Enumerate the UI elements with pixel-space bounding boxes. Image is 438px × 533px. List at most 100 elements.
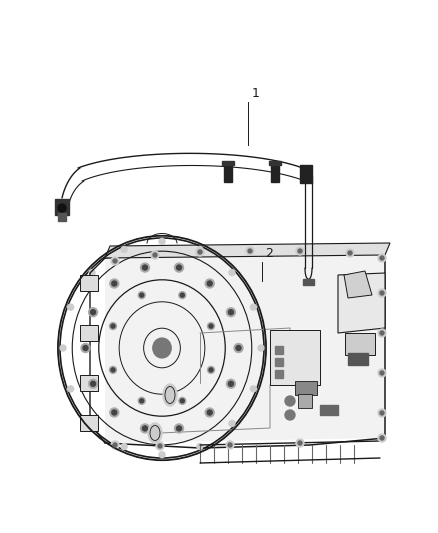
Bar <box>222 161 234 165</box>
Circle shape <box>234 343 243 352</box>
Circle shape <box>258 345 264 351</box>
Circle shape <box>197 443 203 449</box>
Circle shape <box>226 308 235 317</box>
Circle shape <box>226 379 235 389</box>
Circle shape <box>251 304 256 310</box>
Circle shape <box>153 253 157 257</box>
Circle shape <box>111 368 115 372</box>
Circle shape <box>113 259 117 263</box>
Bar <box>345 333 375 355</box>
Circle shape <box>138 292 145 298</box>
Circle shape <box>196 248 204 256</box>
Circle shape <box>58 204 66 212</box>
Circle shape <box>378 329 386 337</box>
Bar <box>271 164 279 182</box>
Circle shape <box>88 308 98 317</box>
Circle shape <box>151 251 159 259</box>
Bar <box>300 165 312 183</box>
Circle shape <box>81 343 90 352</box>
Circle shape <box>285 410 295 420</box>
Circle shape <box>205 279 214 288</box>
Bar <box>298 394 312 408</box>
Circle shape <box>89 421 95 426</box>
Circle shape <box>209 368 213 372</box>
Bar <box>224 164 232 182</box>
Circle shape <box>110 322 117 329</box>
Circle shape <box>83 345 88 351</box>
Circle shape <box>140 293 144 297</box>
Circle shape <box>229 381 233 386</box>
Circle shape <box>348 251 352 255</box>
Circle shape <box>111 257 119 265</box>
Circle shape <box>91 310 95 314</box>
Circle shape <box>378 409 386 417</box>
Bar <box>80 415 98 431</box>
Circle shape <box>179 397 186 405</box>
Bar <box>55 199 69 215</box>
Bar <box>80 275 98 291</box>
Bar <box>303 279 314 285</box>
Circle shape <box>60 345 66 351</box>
Circle shape <box>180 399 184 403</box>
Polygon shape <box>105 255 385 443</box>
Circle shape <box>142 265 148 270</box>
Circle shape <box>380 256 384 260</box>
Circle shape <box>141 424 149 433</box>
Circle shape <box>88 379 98 389</box>
Bar <box>295 381 317 395</box>
Circle shape <box>208 366 215 374</box>
Circle shape <box>380 436 384 440</box>
Ellipse shape <box>153 338 171 358</box>
Circle shape <box>285 396 295 406</box>
Circle shape <box>380 371 384 375</box>
Ellipse shape <box>163 384 177 406</box>
Polygon shape <box>344 271 372 298</box>
Circle shape <box>156 442 164 450</box>
Bar <box>275 358 283 366</box>
Bar <box>80 375 98 391</box>
Bar <box>275 346 283 354</box>
Circle shape <box>296 439 304 447</box>
Bar <box>275 370 283 378</box>
Polygon shape <box>338 273 385 333</box>
Circle shape <box>112 410 117 415</box>
Circle shape <box>380 411 384 415</box>
Circle shape <box>142 426 148 431</box>
Circle shape <box>179 292 186 298</box>
Circle shape <box>378 434 386 442</box>
Circle shape <box>251 386 256 392</box>
Circle shape <box>246 247 254 255</box>
Bar <box>80 325 98 341</box>
Text: 2: 2 <box>265 247 273 260</box>
Circle shape <box>110 366 117 374</box>
Circle shape <box>298 249 302 253</box>
Circle shape <box>236 345 241 351</box>
Bar <box>270 330 320 385</box>
Circle shape <box>205 408 214 417</box>
Circle shape <box>208 322 215 329</box>
Circle shape <box>112 281 117 286</box>
Circle shape <box>226 441 234 449</box>
Polygon shape <box>105 243 390 258</box>
Circle shape <box>209 324 213 328</box>
Circle shape <box>229 310 233 314</box>
Circle shape <box>110 279 119 288</box>
Bar <box>269 161 281 165</box>
Ellipse shape <box>148 423 162 443</box>
Circle shape <box>180 293 184 297</box>
Circle shape <box>91 381 95 386</box>
Bar <box>348 353 368 365</box>
Circle shape <box>110 408 119 417</box>
Circle shape <box>207 410 212 415</box>
Circle shape <box>121 443 127 449</box>
Circle shape <box>111 324 115 328</box>
Circle shape <box>197 246 203 253</box>
Circle shape <box>298 441 302 445</box>
Circle shape <box>174 424 184 433</box>
Text: 1: 1 <box>252 87 260 100</box>
Circle shape <box>113 443 117 447</box>
Circle shape <box>346 249 354 257</box>
Circle shape <box>141 263 149 272</box>
Circle shape <box>177 265 181 270</box>
Circle shape <box>159 238 165 244</box>
